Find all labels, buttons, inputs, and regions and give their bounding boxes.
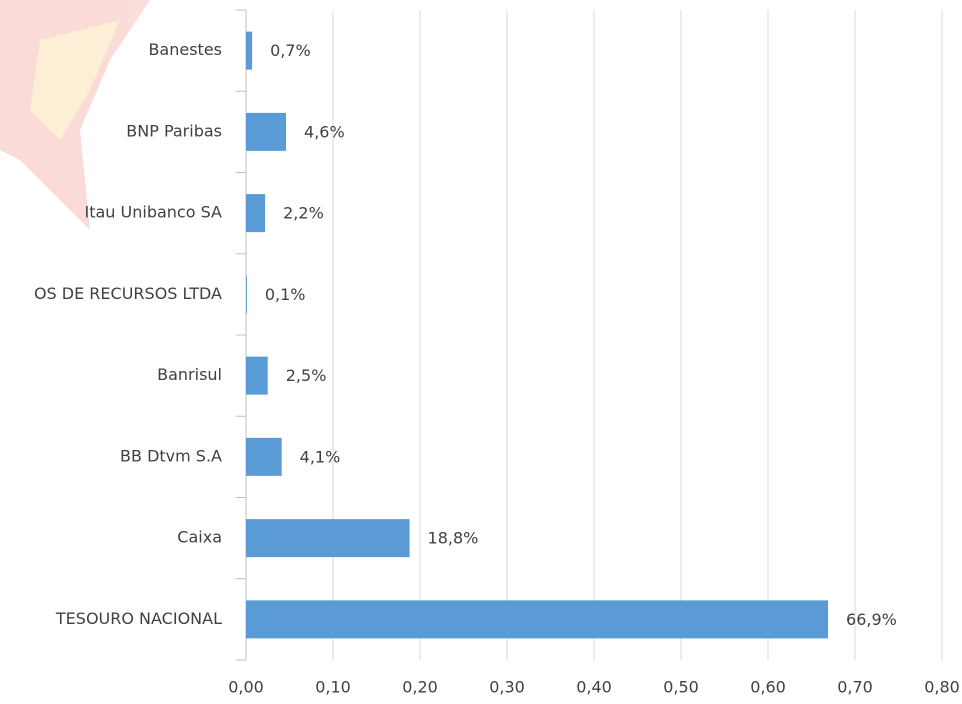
x-tick-label: 0,40 — [576, 678, 612, 697]
x-tick-label: 0,60 — [750, 678, 786, 697]
y-tick-label: BNP Paribas — [126, 121, 222, 140]
data-label: 0,1% — [265, 285, 306, 304]
x-tick-label: 0,00 — [228, 678, 264, 697]
data-label: 66,9% — [846, 610, 897, 629]
y-tick-label: Banestes — [148, 40, 222, 59]
watermark — [0, 0, 150, 230]
y-tick-label: Caixa — [177, 528, 222, 547]
data-label: 4,1% — [300, 447, 341, 466]
y-tick-label: OS DE RECURSOS LTDA — [34, 284, 222, 303]
y-tick-label: BB Dtvm S.A — [120, 446, 222, 465]
x-tick-label: 0,70 — [837, 678, 873, 697]
data-label: 2,2% — [283, 204, 324, 223]
y-tick-label: Itau Unibanco SA — [85, 203, 223, 222]
x-tick-label: 0,50 — [663, 678, 699, 697]
y-tick-label: TESOURO NACIONAL — [55, 609, 222, 628]
data-label: 2,5% — [286, 366, 327, 385]
x-tick-label: 0,80 — [924, 678, 960, 697]
bar — [246, 519, 410, 558]
data-label: 0,7% — [270, 41, 311, 60]
x-tick-label: 0,20 — [402, 678, 438, 697]
bar — [246, 31, 253, 70]
bar — [246, 600, 829, 639]
data-label: 18,8% — [428, 529, 479, 548]
bar — [246, 356, 268, 395]
x-tick-label: 0,30 — [489, 678, 525, 697]
bar — [246, 437, 282, 476]
bar — [246, 112, 287, 151]
y-tick-label: Banrisul — [157, 365, 222, 384]
x-tick-label: 0,10 — [315, 678, 351, 697]
data-label: 4,6% — [304, 122, 345, 141]
bar — [246, 194, 266, 233]
bar — [246, 275, 247, 314]
